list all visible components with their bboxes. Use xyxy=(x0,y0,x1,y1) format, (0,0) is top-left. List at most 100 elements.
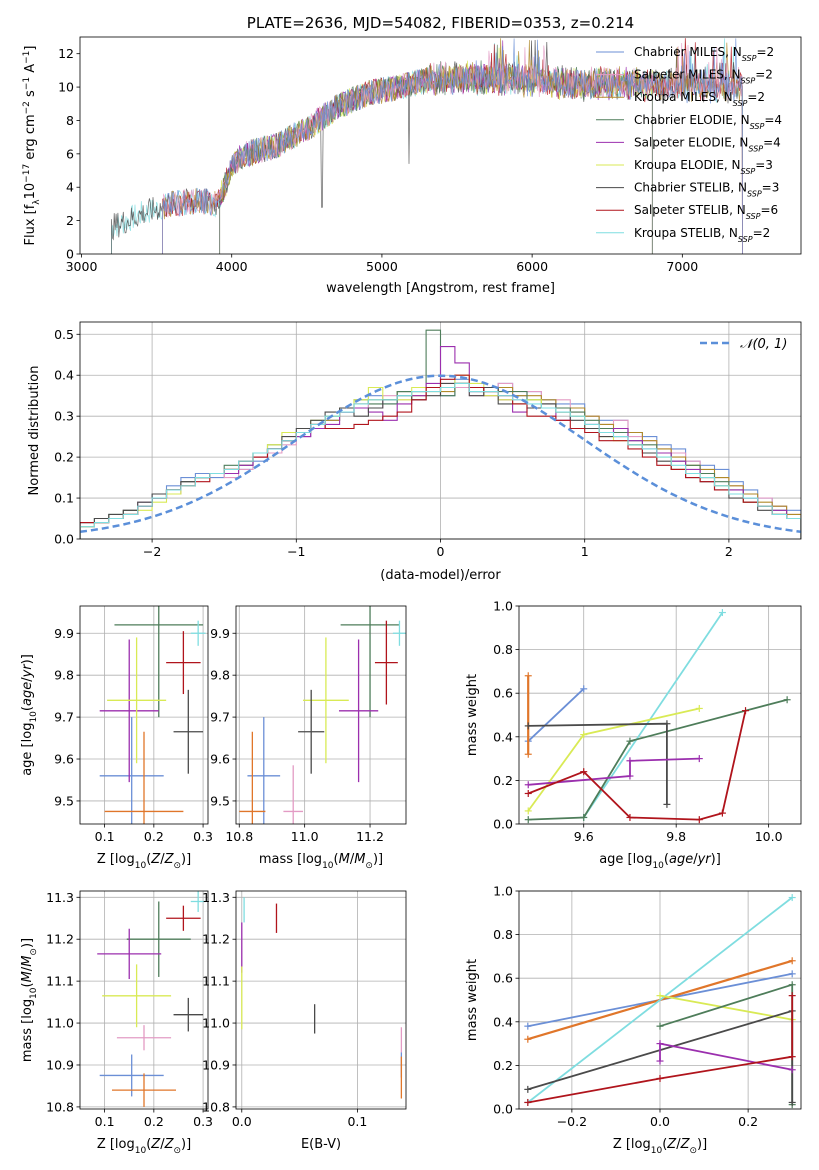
x-tick-label: 0.0 xyxy=(232,1114,252,1129)
y-tick-label: 11.0 xyxy=(46,1016,74,1031)
x-axis-label: Z [log10(Z/Z⊙)] xyxy=(613,1137,707,1156)
y-tick-label: 9.7 xyxy=(54,710,74,725)
y-tick-label: 0.0 xyxy=(493,1102,513,1117)
x-tick-label: 2 xyxy=(725,544,733,559)
x-tick-label: 11.0 xyxy=(291,829,319,844)
age-vs-Z-panel: 0.1 0.2 0.3 9.5 9.6 9.7 9.8 9.9 Z [log10(Z/Z⊙)] a… xyxy=(20,605,213,871)
y-tick-label: 11.2 xyxy=(46,932,74,947)
y-tick-label: 0.8 xyxy=(493,642,513,657)
spectrum-panel: 3000 4000 5000 6000 7000 0 2 4 6 8 10 12 PLATE=2636,… xyxy=(22,14,802,296)
y-tick-label: 0.3 xyxy=(54,409,74,424)
mass-vs-Z-panel: 0.1 0.2 0.3 10.8 10.9 11.0 11.1 11.2 11.3 Z [log1… xyxy=(20,890,213,1156)
mass-weight-vs-Z-panel: −0.2 0.0 0.2 0.0 0.2 0.4 0.6 0.8 1.0 Z [log10(Z/Z… xyxy=(465,884,802,1156)
x-tick-label: 6000 xyxy=(516,259,548,274)
y-tick-label: 0.2 xyxy=(493,1058,513,1073)
y-tick-label: 2 xyxy=(66,213,74,228)
x-tick-label: 5000 xyxy=(366,259,398,274)
y-tick-label: 0.0 xyxy=(54,532,74,547)
series-line-kroupa-stelib xyxy=(527,896,793,1104)
y-tick-label: 10.8 xyxy=(202,1099,230,1114)
y-axis-label: mass weight xyxy=(465,674,480,756)
x-tick-label: 0.1 xyxy=(95,829,115,844)
plot-frame xyxy=(79,890,209,1110)
y-tick-label: 11.3 xyxy=(202,890,230,905)
residuals-panel: −2 −1 0 1 2 0.0 0.1 0.2 0.3 0.4 0.5 (data-model)/er… xyxy=(27,321,802,583)
x-axis-label: (data-model)/error xyxy=(380,568,501,583)
x-tick-label: 9.8 xyxy=(666,829,686,844)
series-line-salpeter-elodie xyxy=(528,757,700,786)
y-tick-label: 0.2 xyxy=(493,773,513,788)
spectrum-line-chabrier-miles xyxy=(162,38,743,254)
x-tick-label: 0 xyxy=(437,544,445,559)
y-tick-label: 0.2 xyxy=(54,450,74,465)
x-tick-label: 1 xyxy=(581,544,589,559)
y-tick-label: 9.5 xyxy=(210,793,230,808)
series-line-salpeter-stelib xyxy=(527,995,794,1104)
y-tick-label: 12 xyxy=(58,46,74,61)
plot-frame xyxy=(235,890,407,1110)
y-axis-label: age [log10(age/yr)] xyxy=(20,654,39,776)
y-tick-label: 9.9 xyxy=(54,626,74,641)
x-tick-label: −2 xyxy=(143,544,161,559)
mass-vs-ebv-panel: 0.0 0.1 10.8 10.9 11.0 11.1 11.2 11.3 E(B-V) xyxy=(202,890,407,1152)
y-tick-label: 0.1 xyxy=(54,491,74,506)
series-line-salpeter-elodie xyxy=(659,1042,793,1071)
x-tick-label: 7000 xyxy=(666,259,698,274)
series-line-chabrier-stelib xyxy=(528,722,668,805)
legend: Chabrier MILES, NSSP=2 Salpeter MILES, NS… xyxy=(596,45,782,243)
x-tick-label: 4000 xyxy=(216,259,248,274)
plot-frame xyxy=(235,605,407,825)
y-tick-label: 1.0 xyxy=(493,884,513,899)
x-tick-label: 10.0 xyxy=(755,829,783,844)
x-tick-label: −1 xyxy=(287,544,305,559)
points xyxy=(239,606,406,824)
x-axis-label: Z [log10(Z/Z⊙)] xyxy=(97,852,191,871)
gaussian-curve xyxy=(80,374,801,534)
histograms xyxy=(80,329,801,539)
legend-label: Kroupa MILES, NSSP=2 xyxy=(634,90,765,108)
x-tick-label: 0.1 xyxy=(95,1114,115,1129)
y-tick-label: 11.1 xyxy=(202,974,230,989)
y-tick-label: 0 xyxy=(66,247,74,262)
points xyxy=(97,891,206,1107)
y-tick-label: 0.6 xyxy=(493,971,513,986)
y-axis-label: mass weight xyxy=(465,959,480,1041)
x-tick-label: 3000 xyxy=(66,259,98,274)
y-tick-label: 9.6 xyxy=(210,752,230,767)
y-tick-label: 0.0 xyxy=(493,817,513,832)
y-tick-label: 11.3 xyxy=(46,890,74,905)
series-line-kroupa-stelib xyxy=(582,611,724,819)
y-tick-label: 0.5 xyxy=(54,327,74,342)
series xyxy=(524,609,791,824)
y-tick-label: 10.9 xyxy=(202,1057,230,1072)
legend-label: Kroupa STELIB, NSSP=2 xyxy=(634,226,770,244)
x-axis-label: wavelength [Angstrom, rest frame] xyxy=(326,281,555,296)
x-axis-label: mass [log10(M/M⊙)] xyxy=(259,852,383,871)
x-axis-label: Z [log10(Z/Z⊙)] xyxy=(97,1137,191,1156)
x-axis-label: E(B-V) xyxy=(301,1137,341,1152)
histogram-salpeter-stelib xyxy=(80,374,801,539)
plot-frame xyxy=(518,605,802,825)
y-tick-label: 0.4 xyxy=(493,729,513,744)
points xyxy=(241,897,403,1099)
y-tick-label: 9.8 xyxy=(54,668,74,683)
y-tick-label: 0.8 xyxy=(493,927,513,942)
legend-label: Salpeter STELIB, NSSP=6 xyxy=(634,203,778,221)
mass-weight-vs-age-panel: 9.6 9.8 10.0 0.0 0.2 0.4 0.6 0.8 1.0 age [log10(a… xyxy=(465,599,802,871)
legend-label: Chabrier MILES, NSSP=2 xyxy=(634,45,774,63)
y-tick-label: 0.4 xyxy=(493,1014,513,1029)
y-tick-label: 9.5 xyxy=(54,793,74,808)
y-tick-label: 0.4 xyxy=(54,368,74,383)
y-tick-label: 10.9 xyxy=(46,1057,74,1072)
x-tick-label: 0.1 xyxy=(347,1114,367,1129)
y-tick-label: 9.9 xyxy=(210,626,230,641)
plot-frame xyxy=(79,36,802,255)
x-tick-label: 0.2 xyxy=(144,829,164,844)
y-tick-label: 1.0 xyxy=(493,599,513,614)
x-tick-label: −0.2 xyxy=(557,1114,587,1129)
x-tick-label: 11.2 xyxy=(356,829,384,844)
legend-label: Chabrier STELIB, NSSP=3 xyxy=(634,181,779,199)
y-tick-label: 10 xyxy=(58,80,74,95)
plot-frame xyxy=(79,605,209,825)
